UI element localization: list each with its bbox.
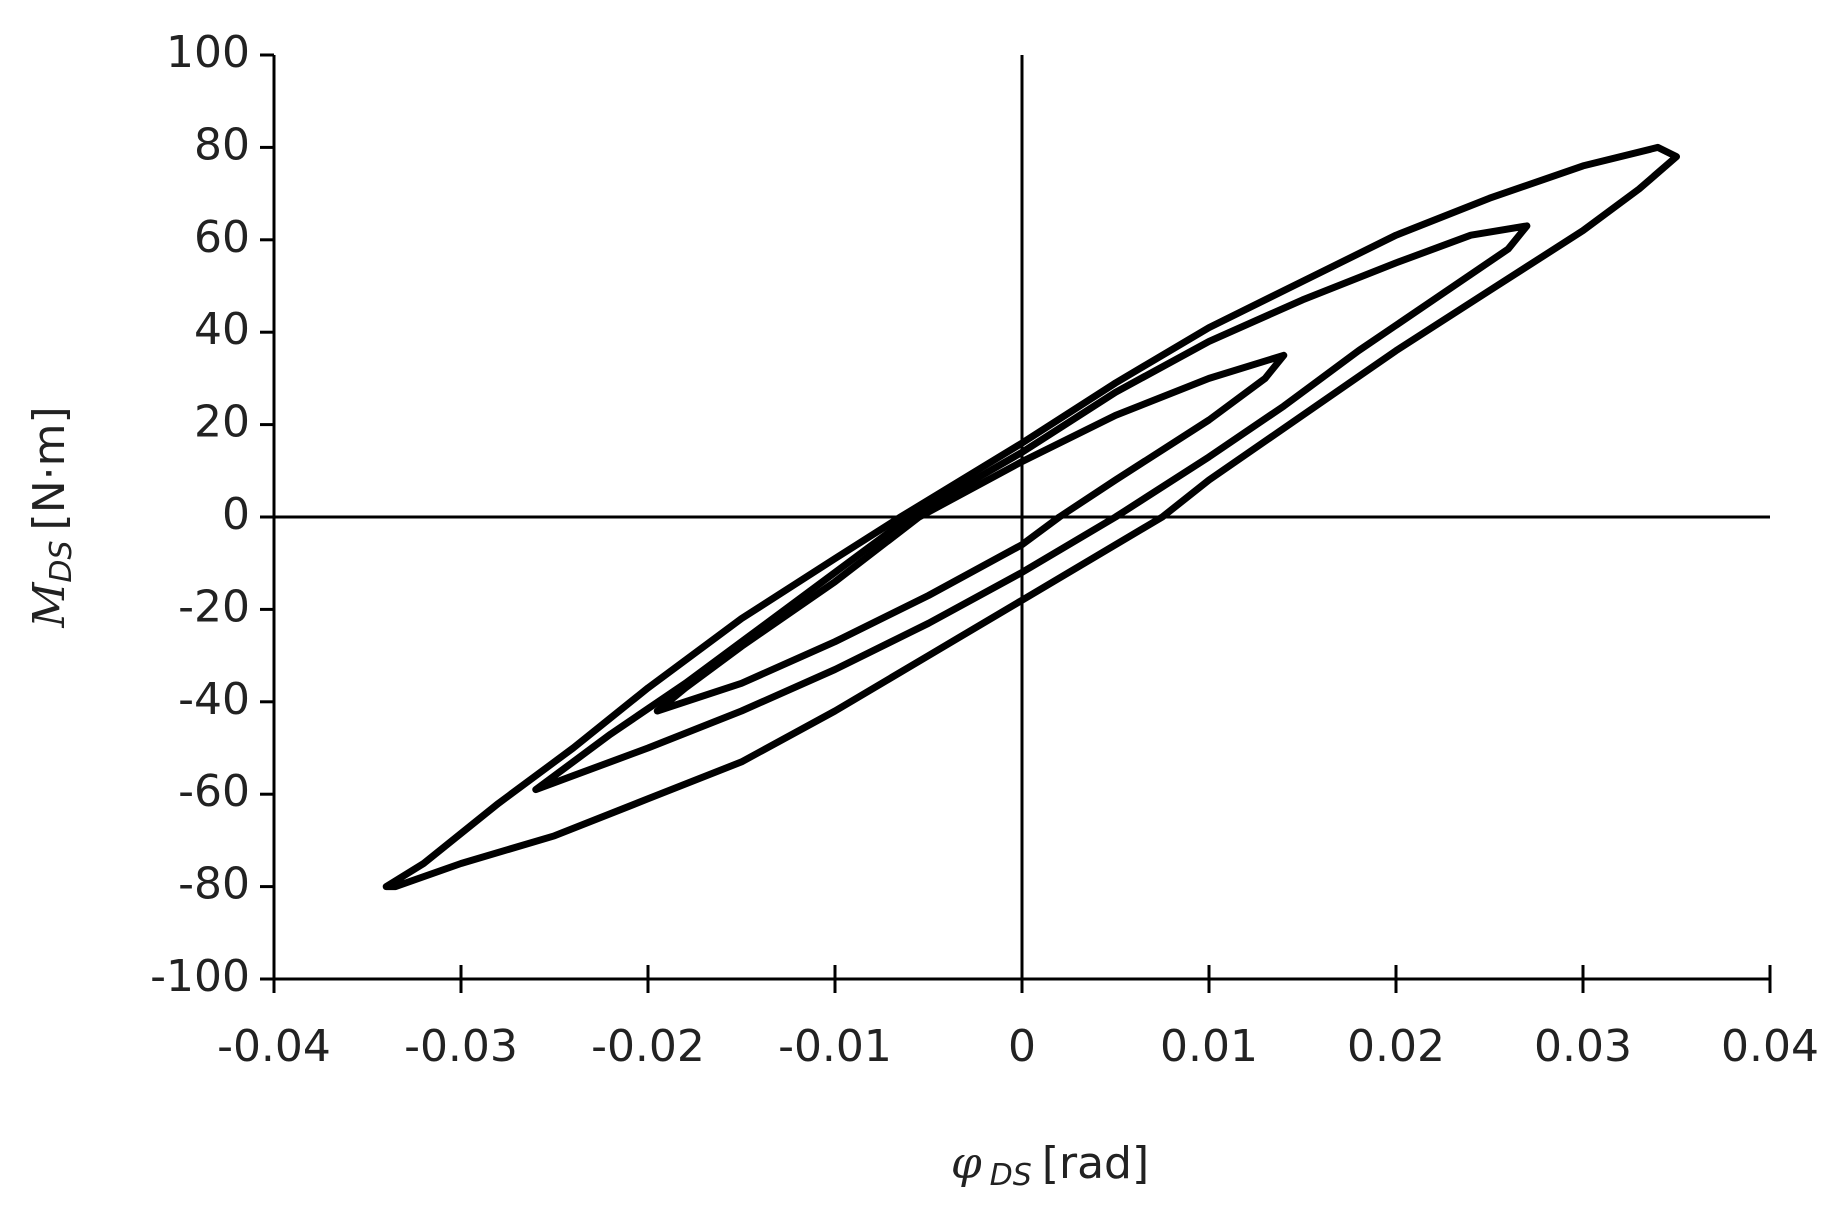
x-tick-label: 0.04 [1721, 1021, 1819, 1072]
y-tick-label: 80 [194, 119, 250, 170]
y-tick-label: 60 [194, 212, 250, 263]
hysteresis-loop [532, 222, 1531, 794]
y-tick-label: 100 [166, 27, 250, 78]
x-tick-label: 0.02 [1347, 1021, 1445, 1072]
x-label-unit: [rad] [1042, 1138, 1149, 1189]
y-tick-label: -80 [178, 859, 250, 910]
x-axis-label: φ DS [rad] [951, 1138, 1149, 1193]
y-axis-label: MDS [N·m] [24, 406, 79, 628]
y-tick-label: -60 [178, 766, 250, 817]
y-tick-label: 20 [194, 397, 250, 448]
y-tick-label: 40 [194, 304, 250, 355]
x-tick-label: -0.04 [217, 1021, 331, 1072]
y-label-symbol: M [24, 582, 75, 629]
y-label-subscript: DS [44, 540, 79, 582]
y-tick-label: 0 [222, 489, 250, 540]
y-tick-label: -40 [178, 674, 250, 725]
x-label-symbol: φ [951, 1138, 982, 1189]
x-tick-label: 0.03 [1534, 1021, 1632, 1072]
x-label-subscript: DS [990, 1158, 1032, 1193]
x-tick-label: -0.01 [778, 1021, 892, 1072]
x-tick-label: 0 [1008, 1021, 1036, 1072]
x-tick-label: -0.02 [591, 1021, 705, 1072]
y-label-unit: [N·m] [24, 406, 75, 530]
hysteresis-loop [653, 351, 1288, 715]
x-tick-label: 0.01 [1160, 1021, 1258, 1072]
y-tick-label: -20 [178, 581, 250, 632]
x-tick-label: -0.03 [404, 1021, 518, 1072]
y-tick-label: -100 [150, 951, 250, 1002]
hysteresis-loop [382, 143, 1680, 891]
